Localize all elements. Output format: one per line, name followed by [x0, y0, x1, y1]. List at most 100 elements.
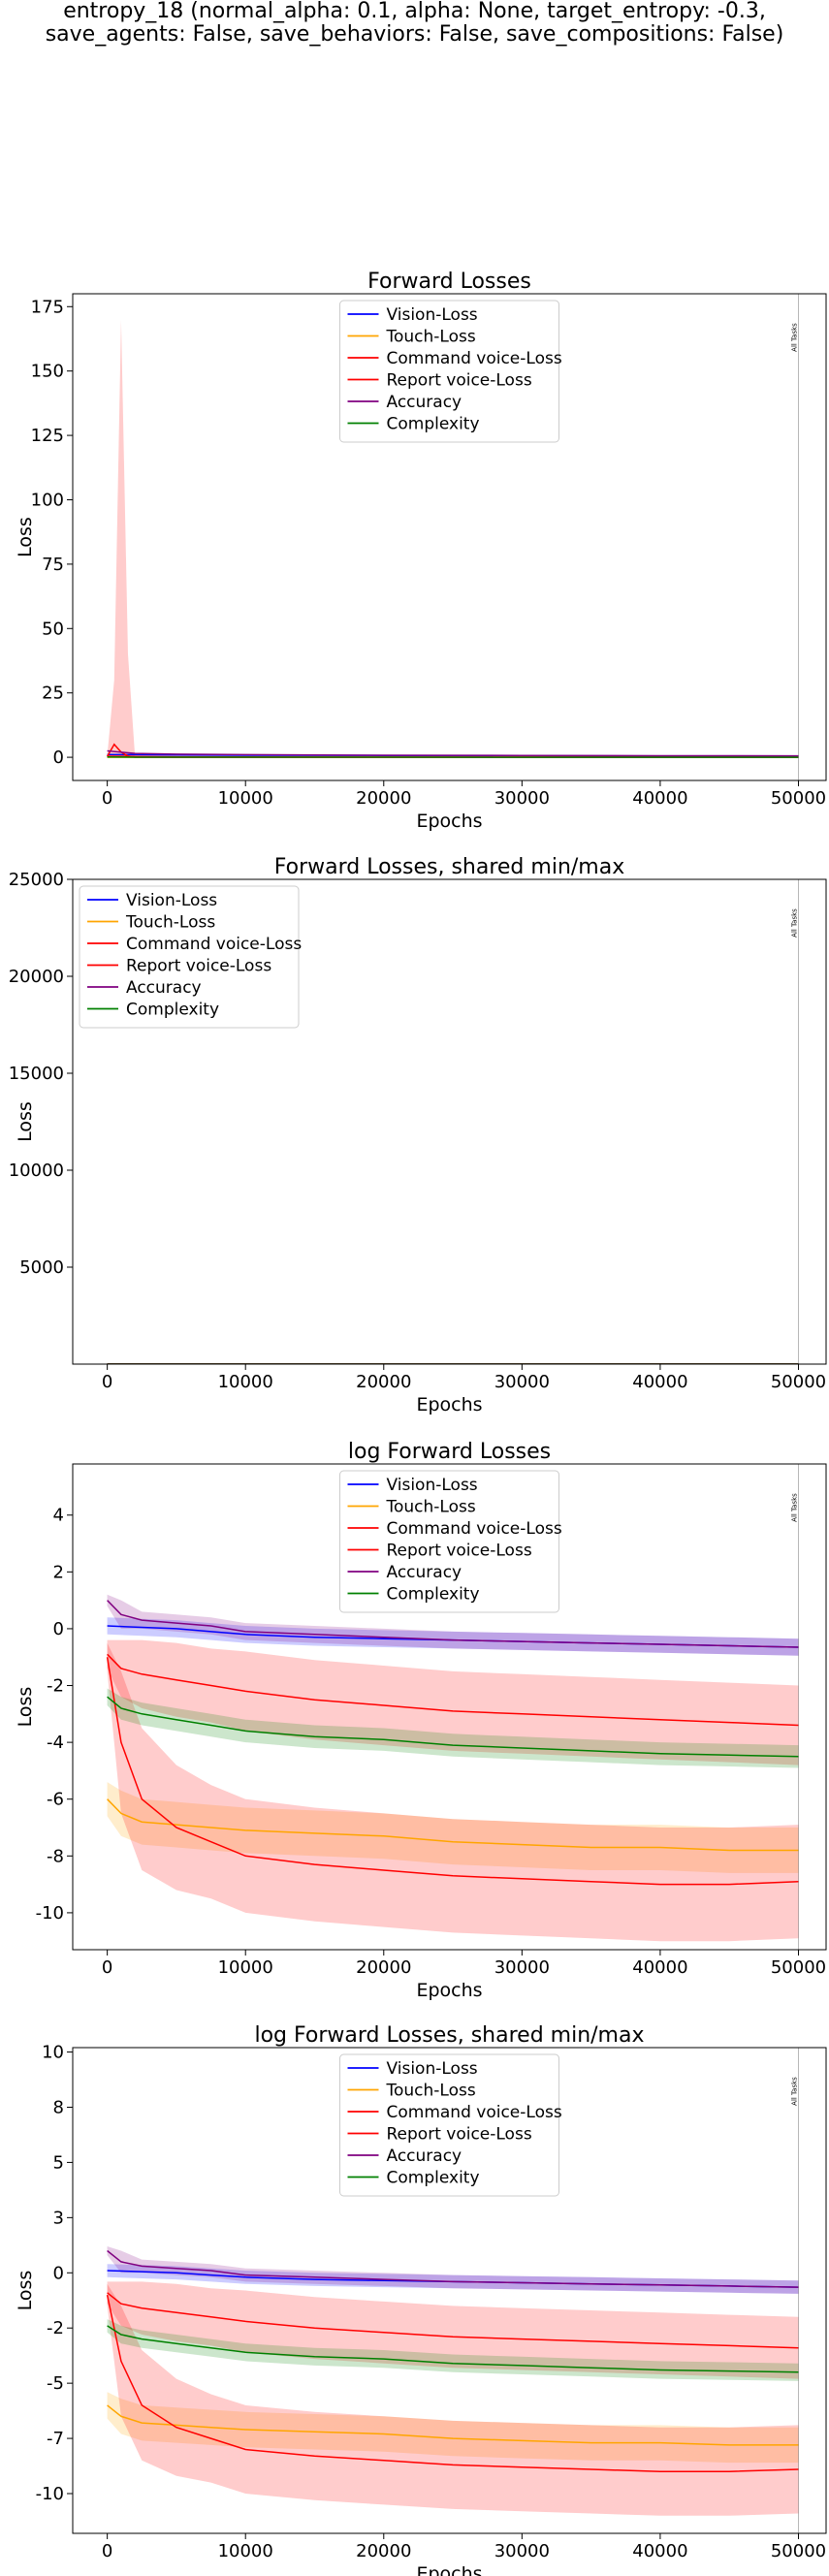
chart-title: log Forward Losses	[348, 1440, 551, 1464]
series-line-accuracy	[107, 1600, 799, 1648]
x-tick-label: 20000	[356, 2541, 411, 2561]
legend-label: Accuracy	[387, 393, 462, 412]
vertical-marker-label: All Tasks	[790, 908, 798, 938]
chart-title: Forward Losses, shared min/max	[274, 855, 624, 879]
series-line-accuracy	[107, 749, 799, 757]
y-tick-label: 10	[42, 2043, 64, 2063]
series-band-vision-loss	[107, 1617, 799, 1656]
x-tick-label: 50000	[771, 1957, 826, 1978]
legend-label: Touch-Loss	[386, 1498, 476, 1517]
series-band-complexity	[107, 2319, 799, 2381]
x-axis-label: Epochs	[416, 1980, 482, 2001]
series-band-report-voice-loss	[107, 1642, 799, 1942]
series-line-command-voice-loss	[107, 2292, 799, 2349]
chart-title: log Forward Losses, shared min/max	[254, 2023, 644, 2048]
chart-title: Forward Losses	[367, 270, 531, 294]
y-tick-label: 2	[53, 1562, 64, 1582]
axes-frame	[72, 293, 827, 781]
legend-label: Complexity	[387, 2169, 480, 2188]
y-tick-label: -10	[36, 1903, 64, 1924]
y-tick-label: 20000	[9, 967, 64, 987]
y-tick-label: -2	[47, 2318, 64, 2338]
x-tick-label: 30000	[494, 788, 550, 809]
x-tick-label: 30000	[494, 1957, 550, 1978]
x-tick-label: 10000	[218, 788, 273, 809]
y-axis-label: Loss	[15, 1687, 36, 1728]
legend-label: Complexity	[387, 1585, 480, 1605]
x-tick-label: 40000	[632, 1372, 687, 1392]
y-tick-label: 100	[31, 490, 64, 510]
y-tick-label: 0	[53, 1619, 64, 1639]
suptitle-line-2: save_agents: False, save_behaviors: Fals…	[45, 22, 784, 47]
y-tick-label: 15000	[9, 1064, 64, 1084]
y-axis-label: Loss	[15, 1101, 36, 1142]
axes-frame	[72, 1463, 827, 1951]
series-band-touch-loss	[107, 1782, 799, 1873]
x-tick-label: 0	[102, 1957, 112, 1978]
legend-label: Touch-Loss	[125, 913, 215, 933]
x-tick-label: 50000	[771, 2541, 826, 2561]
y-tick-label: 5000	[19, 1257, 64, 1278]
series-line-complexity	[107, 1696, 799, 1758]
legend-label: Command voice-Loss	[126, 935, 302, 954]
series-band-complexity	[107, 1688, 799, 1768]
x-axis-label: Epochs	[416, 1394, 482, 1415]
chart-legend: Vision-Loss Touch-Loss Command voice-Loss R…	[339, 2053, 562, 2197]
plot-area	[106, 2246, 799, 2516]
y-axis-label: Loss	[15, 2271, 36, 2311]
plot-area	[106, 1594, 799, 1942]
chart-panel-4: All Tasks 0 10000 20000 30000 40000 50000 -10 -7…	[15, 2023, 827, 2576]
legend-label: Vision-Loss	[387, 1476, 478, 1495]
series-band-accuracy	[107, 1594, 799, 1656]
legend-label: Accuracy	[387, 1563, 462, 1582]
series-band-touch-loss	[107, 2392, 799, 2464]
y-tick-label: 0	[53, 2263, 64, 2283]
x-tick-label: 40000	[632, 2541, 687, 2561]
y-tick-label: 125	[31, 426, 64, 446]
x-tick-label: 0	[102, 1372, 112, 1392]
x-tick-label: 10000	[218, 2541, 273, 2561]
chart-panel-2: All Tasks 0 10000 20000 30000 40000 50000 5000 1…	[9, 855, 827, 1415]
series-line-report-voice-loss	[106, 2294, 799, 2472]
x-tick-label: 20000	[356, 1372, 411, 1392]
series-band-accuracy	[107, 2246, 799, 2294]
y-tick-label: 75	[42, 555, 64, 575]
y-tick-label: 25	[42, 684, 64, 704]
axes-frame	[72, 2047, 827, 2534]
x-tick-label: 40000	[632, 788, 687, 809]
y-tick-label: -10	[36, 2484, 64, 2504]
legend-label: Command voice-Loss	[387, 1519, 562, 1539]
legend-label: Report voice-Loss	[387, 1542, 532, 1561]
y-tick-label: 0	[53, 747, 64, 768]
legend-label: Command voice-Loss	[387, 2103, 562, 2122]
series-line-complexity	[107, 2325, 799, 2373]
legend-label: Report voice-Loss	[126, 957, 271, 976]
y-tick-label: 150	[31, 362, 64, 382]
x-tick-label: 30000	[494, 2541, 550, 2561]
series-band-vision-loss	[107, 2264, 799, 2294]
legend-label: Accuracy	[387, 2147, 462, 2166]
x-tick-label: 10000	[218, 1372, 273, 1392]
legend-label: Complexity	[387, 415, 480, 434]
x-tick-label: 50000	[771, 1372, 826, 1392]
legend-box	[339, 2053, 559, 2197]
x-tick-label: 10000	[218, 1957, 273, 1978]
x-axis-label: Epochs	[416, 811, 482, 832]
legend-label: Touch-Loss	[386, 2082, 476, 2101]
legend-label: Vision-Loss	[387, 2059, 478, 2079]
legend-label: Complexity	[126, 1001, 219, 1020]
x-tick-label: 30000	[494, 1372, 550, 1392]
chart-legend: Vision-Loss Touch-Loss Command voice-Loss R…	[339, 1470, 562, 1613]
x-tick-label: 20000	[356, 788, 411, 809]
series-line-touch-loss	[107, 1798, 799, 1852]
vertical-marker-label: All Tasks	[790, 323, 798, 352]
chart-panel-1: All Tasks 0 10000 20000 30000 40000 50000 0 25 50…	[15, 270, 827, 832]
y-tick-label: 5	[53, 2152, 64, 2173]
legend-box	[339, 300, 559, 443]
legend-label: Touch-Loss	[386, 328, 476, 347]
y-tick-label: -2	[47, 1676, 64, 1697]
x-tick-label: 20000	[356, 1957, 411, 1978]
legend-label: Report voice-Loss	[387, 371, 532, 391]
y-tick-label: 10000	[9, 1161, 64, 1181]
